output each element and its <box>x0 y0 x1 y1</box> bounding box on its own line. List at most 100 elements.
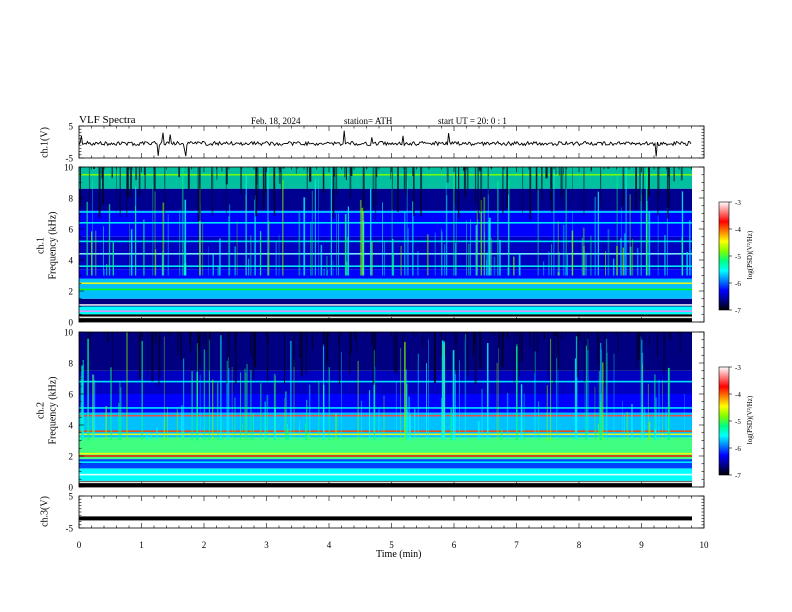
ch1-dark-streak <box>257 167 259 204</box>
ch1-sferic <box>558 252 560 276</box>
ch1-sferic <box>441 231 443 276</box>
ch2-dark-streak <box>370 332 373 345</box>
x-tick-label: 5 <box>389 540 394 550</box>
ch1-dark-streak <box>563 167 564 175</box>
ch1-spectrogram-ytick-label: 10 <box>64 163 74 173</box>
ch2-sferic <box>459 360 460 441</box>
colorbar1-tick-label: -7 <box>735 307 741 315</box>
ch2-sferic <box>594 386 596 441</box>
ch2-dark-streak <box>604 332 606 386</box>
ch1-dark-streak <box>164 167 166 214</box>
ch2-dark-streak <box>576 332 579 378</box>
ch2-sferic <box>203 349 206 441</box>
ch2-sferic <box>273 373 276 441</box>
ch2-dark-streak <box>169 332 171 337</box>
ch2-dark-streak <box>168 332 170 336</box>
ch1-dark-streak <box>666 167 669 219</box>
ch1-sferic <box>664 235 666 276</box>
ch1-sferic <box>278 234 280 276</box>
ch1-sferic <box>236 221 238 276</box>
ch1-dark-streak <box>126 167 128 218</box>
ch1-spectro-line-0 <box>79 316 692 319</box>
ch1-sferic <box>632 239 634 276</box>
ch1-sferic <box>303 197 306 276</box>
ch1-spectro-line-5 <box>79 265 692 267</box>
ch1-sferic <box>621 207 622 276</box>
ch2-sferic <box>146 432 148 441</box>
ch2-dark-streak <box>402 332 405 347</box>
ch1-dark-streak <box>502 167 504 214</box>
ch2-sferic <box>477 420 480 441</box>
ch2-sferic <box>217 382 219 441</box>
ch2-dark-streak <box>141 332 143 340</box>
ch2-spectro-line-6 <box>79 430 692 432</box>
ch1-sferic <box>94 230 97 276</box>
ch1-dark-streak <box>642 167 644 204</box>
ch1-dark-streak <box>658 167 660 169</box>
ch1-sferic <box>338 213 339 276</box>
ch2-sferic <box>643 407 646 441</box>
ch1-sferic <box>229 204 231 276</box>
ch1-dark-streak <box>265 167 267 194</box>
ch1-dark-streak <box>193 167 195 170</box>
ch1-sferic <box>640 175 642 276</box>
ch1-sferic <box>219 238 221 276</box>
ch1-sferic <box>484 231 485 276</box>
ch1-sferic <box>466 220 467 276</box>
ch1-dark-streak <box>673 167 675 182</box>
ch1-sferic <box>314 178 316 276</box>
ch1-dark-streak <box>296 167 299 169</box>
ch2-sferic <box>284 397 285 441</box>
ch2-sferic <box>118 402 120 441</box>
ch1-dark-streak <box>332 167 335 219</box>
ch1-spectro-line-2 <box>79 304 692 306</box>
ch1-sferic <box>565 187 567 276</box>
ch1-waveform-ytick-label: 5 <box>69 122 74 132</box>
ch2-dark-streak <box>587 332 590 351</box>
ch2-sferic <box>227 357 230 441</box>
ch1-dark-streak <box>668 167 670 178</box>
ch2-dark-streak <box>323 332 326 346</box>
ch2-dark-streak <box>234 332 236 352</box>
ch2-dark-streak <box>596 332 598 359</box>
ch2-dark-streak <box>506 332 509 339</box>
ch2-sferic <box>245 372 247 441</box>
ch1-dark-streak <box>211 167 214 216</box>
ch1-dark-streak <box>572 167 573 201</box>
ch2-dark-streak <box>433 332 436 383</box>
ch2-dark-streak <box>271 332 273 335</box>
ch2-dark-streak <box>252 332 255 380</box>
ch2-sferic <box>105 406 107 441</box>
ch1-sferic <box>486 252 488 276</box>
ch1-dark-streak <box>344 167 346 178</box>
ch1-dark-streak <box>390 167 392 180</box>
ch2-spectro-line-1 <box>79 473 692 476</box>
ch2-dark-streak <box>557 332 559 356</box>
ch1-sferic <box>537 189 539 276</box>
ch2-sferic <box>306 399 308 441</box>
ch1-sferic <box>391 175 393 276</box>
ch2-dark-streak <box>533 332 535 373</box>
ch2-sferic <box>332 437 335 441</box>
ch1-sferic <box>434 232 436 276</box>
ch1-dark-streak <box>93 167 95 169</box>
ch2-dark-streak <box>657 332 658 357</box>
ch1-sferic <box>488 220 489 276</box>
ch2-dark-streak <box>553 332 555 385</box>
ch1-dark-streak <box>479 167 482 172</box>
ch2-sferic <box>208 339 210 441</box>
ch1-sferic <box>326 256 328 276</box>
ch2-sferic <box>642 403 643 441</box>
ch2-sferic <box>595 429 597 441</box>
ch1-dark-streak <box>648 167 650 197</box>
ch2-sferic <box>428 339 429 441</box>
colorbar2-tick-label: -5 <box>735 418 741 426</box>
ch2-sferic <box>295 438 298 441</box>
ch1-sferic <box>470 219 471 276</box>
ch1-sferic <box>483 197 486 276</box>
ch2-sferic <box>92 374 94 441</box>
ch2-dark-streak <box>228 332 230 369</box>
ch2-dark-streak <box>621 332 623 336</box>
ch2-sferic <box>487 343 489 441</box>
ch1-sferic <box>404 211 406 276</box>
